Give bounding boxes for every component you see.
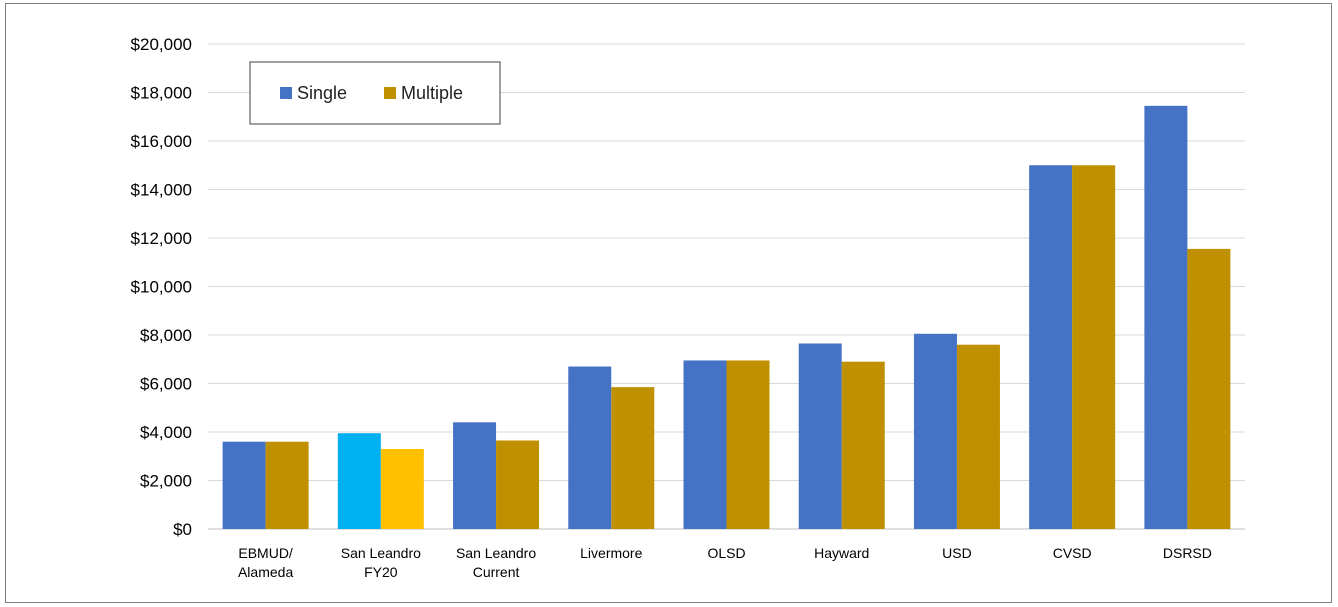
x-category-label-line: San Leandro xyxy=(341,545,421,561)
legend-label-single: Single xyxy=(297,83,347,103)
bar-single-3 xyxy=(568,366,612,529)
x-category-label: Hayward xyxy=(814,545,869,561)
x-category-label-line: Alameda xyxy=(238,564,293,580)
bar-multiple-6 xyxy=(956,344,1000,529)
y-tick-label: $6,000 xyxy=(140,375,192,394)
bar-single-5 xyxy=(798,343,842,529)
x-category-label: CVSD xyxy=(1053,545,1092,561)
x-category-label: Livermore xyxy=(580,545,642,561)
y-tick-label: $0 xyxy=(173,520,192,539)
legend-swatch-single xyxy=(280,87,292,99)
x-category-label-line: San Leandro xyxy=(456,545,536,561)
x-category-label-line: DSRSD xyxy=(1163,545,1212,561)
x-category-label-line: Livermore xyxy=(580,545,642,561)
bar-multiple-4 xyxy=(726,360,770,529)
bar-multiple-2 xyxy=(496,440,540,529)
bar-single-2 xyxy=(453,422,497,529)
x-category-label-line: Hayward xyxy=(814,545,869,561)
bar-single-4 xyxy=(683,360,727,529)
x-category-label-line: Current xyxy=(473,564,520,580)
x-category-label: USD xyxy=(942,545,972,561)
bar-single-6 xyxy=(913,333,957,529)
legend-swatch-multiple xyxy=(384,87,396,99)
y-tick-label: $14,000 xyxy=(131,181,192,200)
bar-single-1 xyxy=(337,433,381,529)
y-tick-label: $20,000 xyxy=(131,35,192,54)
x-category-label: San Leandro Current xyxy=(456,545,536,580)
x-category-label-line: OLSD xyxy=(707,545,745,561)
y-axis-ticks: $0 $2,000 $4,000 $6,000 $8,000 $10,000 $12,000… xyxy=(131,35,192,539)
bar-multiple-3 xyxy=(611,387,655,529)
y-tick-label: $4,000 xyxy=(140,423,192,442)
x-category-label: DSRSD xyxy=(1163,545,1212,561)
x-axis-labels: EBMUD/Alameda San Leandro FY20 San Leandro C… xyxy=(238,545,1212,580)
bar-single-8 xyxy=(1144,105,1188,530)
legend: Single Multiple xyxy=(249,61,501,125)
y-tick-label: $8,000 xyxy=(140,326,192,345)
bar-single-0 xyxy=(222,441,266,529)
y-tick-label: $12,000 xyxy=(131,229,192,248)
x-category-label-line: CVSD xyxy=(1053,545,1092,561)
y-tick-label: $16,000 xyxy=(131,132,192,151)
bar-multiple-5 xyxy=(841,361,885,529)
bar-multiple-1 xyxy=(380,448,424,529)
bar-single-7 xyxy=(1029,165,1073,529)
x-category-label-line: EBMUD/ xyxy=(238,545,293,561)
x-category-label: OLSD xyxy=(707,545,745,561)
x-category-label-line: USD xyxy=(942,545,972,561)
bar-multiple-0 xyxy=(265,441,309,529)
y-tick-label: $2,000 xyxy=(140,472,192,491)
y-tick-label: $10,000 xyxy=(131,278,192,297)
legend-label-multiple: Multiple xyxy=(401,83,463,103)
bar-multiple-7 xyxy=(1072,165,1116,529)
bar-multiple-8 xyxy=(1187,248,1231,529)
y-tick-label: $18,000 xyxy=(131,84,192,103)
x-category-label: San Leandro FY20 xyxy=(341,545,421,580)
x-category-label-line: FY20 xyxy=(364,564,398,580)
x-category-label: EBMUD/Alameda xyxy=(238,545,293,580)
bars xyxy=(222,105,1231,530)
